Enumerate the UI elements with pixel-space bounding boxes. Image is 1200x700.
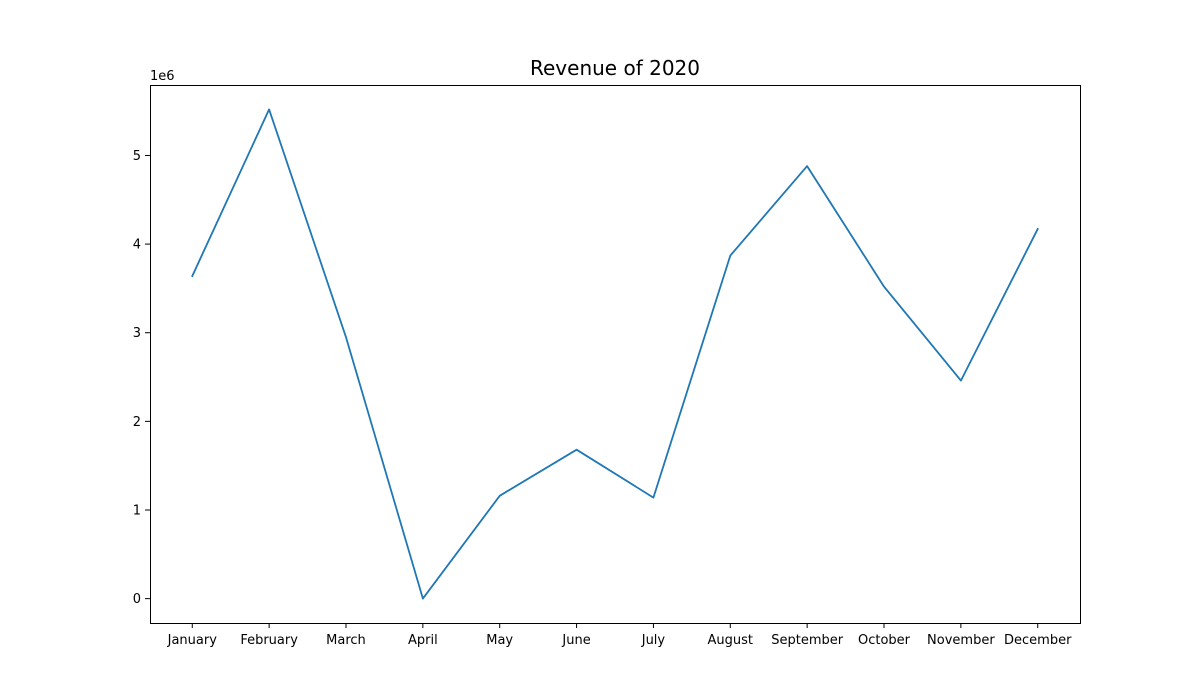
x-tick-label: August xyxy=(708,633,754,648)
series-line xyxy=(191,108,1039,600)
y-tick-label: 5 xyxy=(133,149,141,164)
y-tick-label: 4 xyxy=(133,238,141,253)
y-axis: 0 1 2 3 4 5 xyxy=(133,149,150,607)
x-tick-label: January xyxy=(167,633,218,648)
x-tick-label: July xyxy=(641,633,666,648)
x-tick-label: November xyxy=(927,633,995,648)
plot-series xyxy=(191,108,1039,600)
y-tick-label: 2 xyxy=(133,415,141,430)
x-tick-label: April xyxy=(408,633,438,648)
y-tick-label: 3 xyxy=(133,326,141,341)
y-axis-offset-label: 1e6 xyxy=(150,69,175,84)
plot-area-frame xyxy=(150,85,1081,624)
chart-title: Revenue of 2020 xyxy=(530,56,700,80)
x-tick-label: May xyxy=(486,633,513,648)
x-axis: January February March April May June July Augu… xyxy=(167,623,1072,648)
x-tick-label: October xyxy=(858,633,911,648)
y-tick-label: 0 xyxy=(133,592,141,607)
x-tick-label: March xyxy=(326,633,366,648)
x-tick-label: December xyxy=(1004,633,1072,648)
y-tick-label: 1 xyxy=(133,503,141,518)
x-tick-label: June xyxy=(561,633,590,648)
x-tick-label: September xyxy=(771,633,844,648)
x-tick-label: February xyxy=(240,633,298,648)
